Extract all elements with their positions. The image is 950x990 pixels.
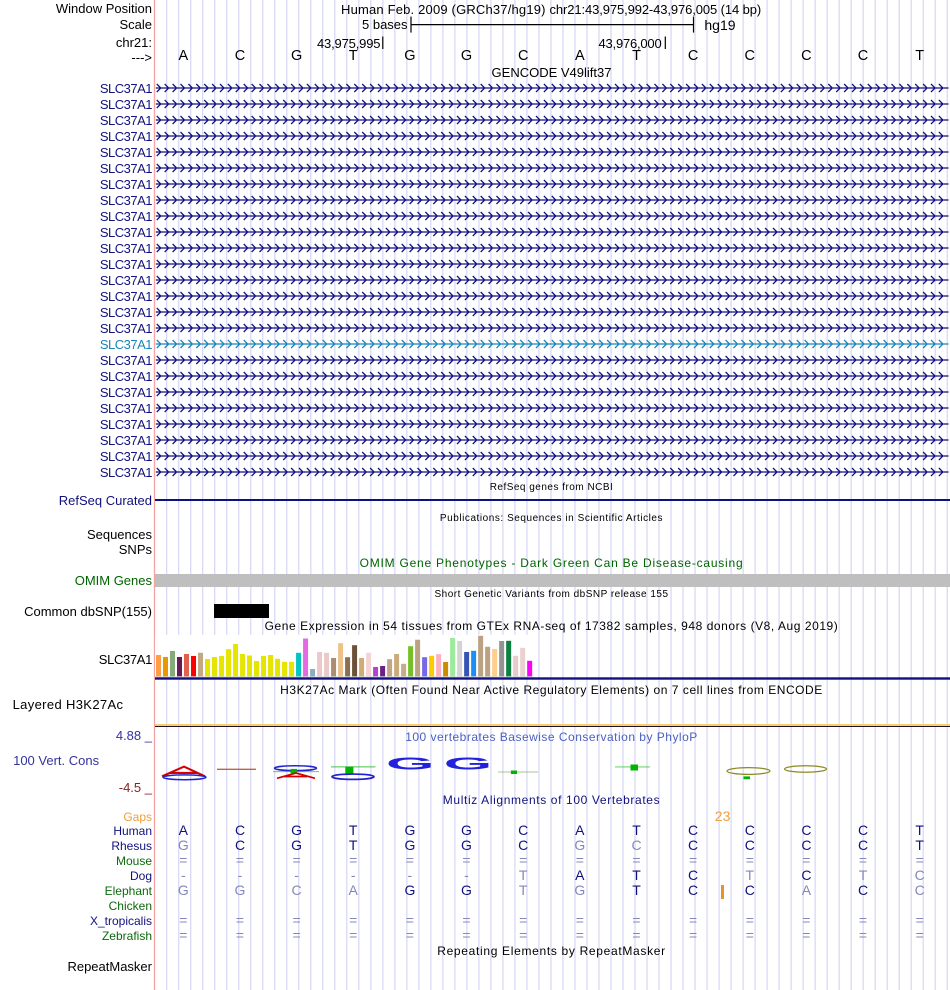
svg-text:G: G: [444, 753, 492, 773]
svg-text:G: G: [386, 753, 434, 773]
